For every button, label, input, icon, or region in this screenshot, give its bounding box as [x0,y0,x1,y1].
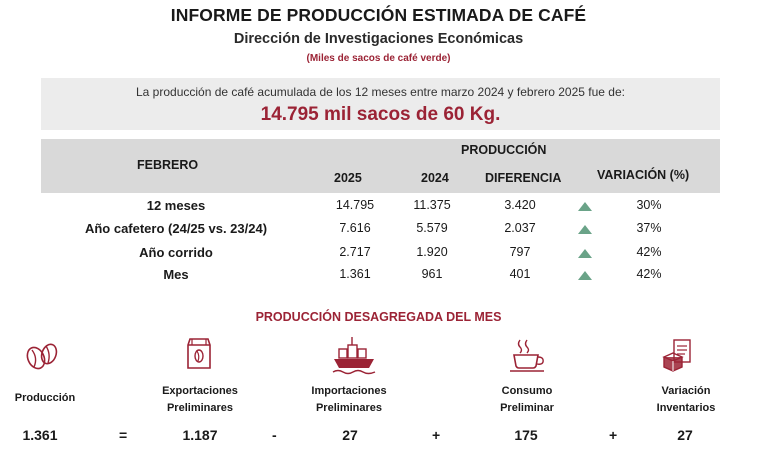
row-label: Mes [163,267,189,282]
summary-text: La producción de café acumulada de los 1… [136,85,625,99]
coffee-cup-icon [510,339,544,372]
col-2024: 2024 [421,171,449,185]
operator-minus: - [272,427,277,443]
col-diferencia: DIFERENCIA [485,171,562,185]
component-value-produccion: 1.361 [22,427,58,443]
component-label-produccion: Producción [14,392,76,404]
col-2025: 2025 [334,171,362,185]
component-label-consumo: Consumo Preliminar [500,385,554,414]
component-value-consumo: 175 [514,427,538,443]
cell-2024: 1.920 [416,245,448,259]
component-value-inventarios: 27 [677,427,693,443]
component-label-importaciones: Importaciones Preliminares [311,385,387,414]
cell-2025: 7.616 [339,221,371,235]
summary-value: 14.795 mil sacos de 60 Kg. [260,104,501,125]
cell-diferencia: 797 [509,245,531,259]
trend-up-icon [578,249,592,258]
period-header: FEBRERO [137,158,199,172]
component-value-importaciones: 27 [342,427,358,443]
cell-diferencia: 401 [509,267,531,281]
production-group-header: PRODUCCIÓN [461,143,547,157]
operator-equals: = [119,427,128,443]
units-note: (Miles de sacos de café verde) [306,53,451,64]
inventory-icon [662,339,691,372]
report-subtitle: Dirección de Investigaciones Económicas [233,31,524,47]
trend-up-icon [578,225,592,234]
cell-2024: 11.375 [413,198,451,212]
row-label: Año cafetero (24/25 vs. 23/24) [84,221,268,236]
cell-2025: 2.717 [339,245,371,259]
report-title: INFORME DE PRODUCCIÓN ESTIMADA DE CAFÉ [170,5,587,25]
component-value-exportaciones: 1.187 [182,427,218,443]
cell-2025: 1.361 [339,267,371,281]
component-label-inventarios: Variación Inventarios [656,385,716,414]
trend-up-icon [578,271,592,280]
cargo-ship-icon [332,337,376,375]
cell-diferencia: 2.037 [504,221,536,235]
operator-plus: + [432,427,441,443]
trend-up-icon [578,202,592,211]
table-header: FEBRERO PRODUCCIÓN 2025 2024 DIFERENCIA … [41,139,720,193]
summary-box: La producción de café acumulada de los 1… [41,78,720,130]
cell-2024: 5.579 [416,221,448,235]
row-label: 12 meses [146,198,206,213]
row-label: Año corrido [139,245,213,260]
cell-variacion: 30% [636,198,662,212]
cell-2024: 961 [421,267,443,281]
cell-variacion: 37% [636,221,662,235]
operator-plus: + [609,427,618,443]
col-variacion: VARIACIÓN (%) [597,168,690,182]
component-label-exportaciones: Exportaciones Preliminares [162,385,238,414]
cell-diferencia: 3.420 [504,198,536,212]
cell-variacion: 42% [636,267,662,281]
breakdown-title: PRODUCCIÓN DESAGREGADA DEL MES [255,310,502,324]
coffee-beans-icon [26,343,58,370]
cell-2025: 14.795 [335,198,375,212]
coffee-bag-icon [187,338,211,369]
cell-variacion: 42% [636,245,662,259]
